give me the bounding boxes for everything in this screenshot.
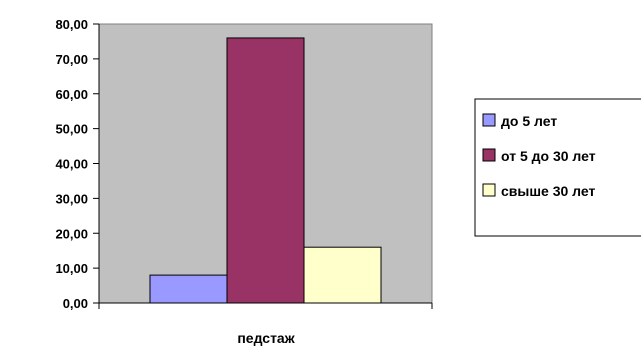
y-tick-label: 60,00	[55, 87, 88, 102]
legend-swatch-2	[482, 148, 496, 162]
y-tick-label: 50,00	[55, 122, 88, 137]
legend-swatch-1	[482, 113, 496, 127]
bar-1	[149, 274, 228, 304]
y-axis: 0,00 10,00 20,00 30,00 40,00 50,00 60,00 70,00 8…	[55, 17, 100, 311]
y-tick-label: 0,00	[63, 296, 88, 311]
x-axis: педстаж	[98, 302, 433, 346]
y-tick-label: 10,00	[55, 261, 88, 276]
bars-group	[149, 37, 382, 304]
bar-3	[303, 246, 382, 304]
y-tick-label: 30,00	[55, 191, 88, 206]
y-tick-label: 40,00	[55, 157, 88, 172]
y-tick-label: 20,00	[55, 226, 88, 241]
legend-swatch-3	[482, 183, 496, 197]
legend: до 5 лет от 5 до 30 лет свыше 30 лет	[474, 98, 641, 237]
bar-2	[226, 37, 305, 304]
legend-label-2: от 5 до 30 лет	[501, 148, 596, 164]
legend-label-1: до 5 лет	[501, 113, 557, 129]
legend-label-3: свыше 30 лет	[501, 183, 595, 199]
x-axis-category-label: педстаж	[237, 330, 295, 346]
legend-box	[474, 98, 641, 237]
y-tick-label: 70,00	[55, 52, 88, 67]
y-tick-label: 80,00	[55, 17, 88, 32]
